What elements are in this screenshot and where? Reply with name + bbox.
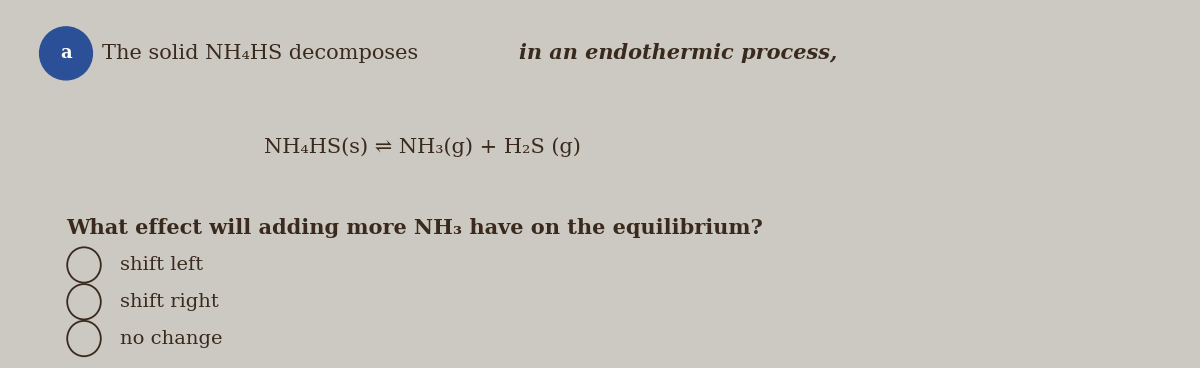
Ellipse shape bbox=[40, 27, 92, 80]
Text: What effect will adding more NH₃ have on the equilibrium?: What effect will adding more NH₃ have on… bbox=[66, 218, 763, 238]
Text: shift left: shift left bbox=[120, 256, 203, 274]
Text: shift right: shift right bbox=[120, 293, 218, 311]
Text: NH₄HS(s) ⇌ NH₃(g) + H₂S (g): NH₄HS(s) ⇌ NH₃(g) + H₂S (g) bbox=[264, 137, 581, 157]
Text: a: a bbox=[60, 45, 72, 62]
Text: The solid NH₄HS decomposes: The solid NH₄HS decomposes bbox=[102, 44, 425, 63]
Text: no change: no change bbox=[120, 330, 222, 347]
Text: in an endothermic process,: in an endothermic process, bbox=[518, 43, 836, 63]
